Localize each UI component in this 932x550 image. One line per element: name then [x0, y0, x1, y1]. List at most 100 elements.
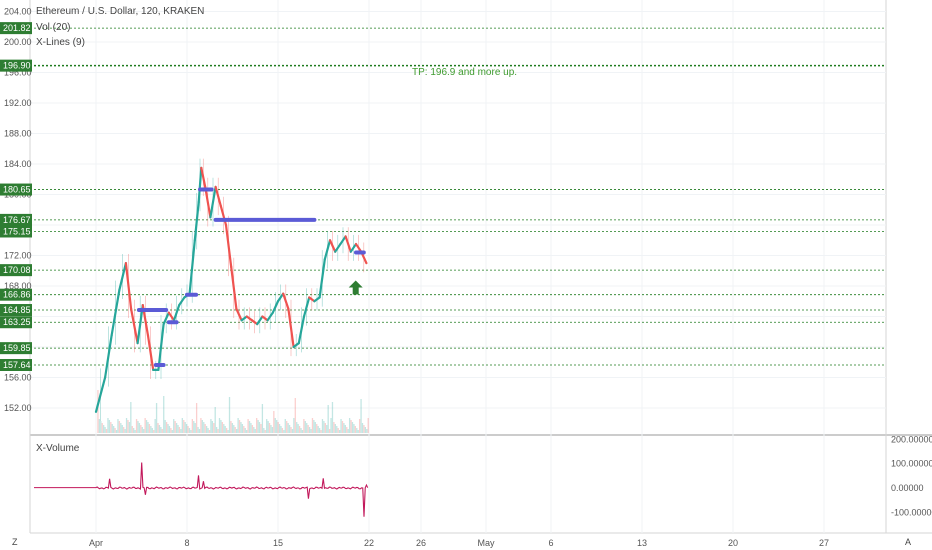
volume-bar	[298, 426, 301, 433]
volume-bar	[111, 424, 113, 433]
volume-bar	[320, 430, 322, 433]
volume-bar	[250, 423, 252, 433]
volume-bar	[205, 426, 208, 433]
time-tick-label: 20	[728, 538, 738, 548]
price-tick-label: 192.00	[4, 98, 32, 108]
volume-bar	[224, 426, 226, 433]
volume-bar	[357, 430, 359, 433]
indicator-xlines-label[interactable]: X-Lines (9)	[36, 37, 85, 48]
volume-bar	[263, 428, 265, 433]
volume-bar	[204, 424, 206, 433]
level-tag-bg	[0, 59, 32, 72]
level-tag-label: 196.90	[3, 61, 31, 71]
volume-bar	[124, 429, 126, 433]
volume-bar	[361, 423, 364, 433]
volume-bar	[143, 429, 145, 433]
volume-bar	[218, 418, 221, 433]
volume-tick-label: -100.00000	[891, 507, 932, 517]
volume-bar	[167, 424, 169, 433]
volume-bar	[145, 420, 148, 433]
volume-bar	[198, 429, 201, 433]
volume-bar	[297, 424, 299, 433]
price-tick-label: 184.00	[4, 159, 32, 169]
volume-bar	[290, 427, 292, 433]
volume-tick-label: 0.00000	[891, 483, 924, 493]
volume-bar	[283, 430, 285, 433]
volume-bar	[268, 423, 271, 433]
xvolume-pane-label[interactable]: X-Volume	[36, 443, 80, 454]
level-tag-label: 163.25	[3, 317, 31, 327]
volume-bar	[220, 420, 222, 433]
level-tag-bg	[0, 213, 32, 226]
volume-pane[interactable]	[30, 436, 886, 533]
price-tick-label: 168.00	[4, 281, 32, 291]
volume-bar	[175, 423, 178, 433]
level-tag-bg	[0, 264, 32, 277]
volume-bar	[306, 423, 308, 433]
log-scale-toggle[interactable]: Z	[12, 537, 18, 547]
volume-bar	[274, 418, 276, 433]
volume-bar	[353, 424, 355, 433]
volume-bar	[258, 422, 261, 433]
level-tag-label: 166.86	[3, 290, 31, 300]
volume-bar	[336, 426, 338, 433]
volume-bar	[226, 428, 228, 433]
indicator-vol-label[interactable]: Vol (20)	[36, 22, 70, 33]
volume-bar	[340, 419, 342, 433]
price-tick-label: 200.00	[4, 37, 32, 47]
xvolume-series	[33, 462, 369, 517]
volume-bar	[327, 405, 329, 433]
volume-bar	[344, 425, 346, 433]
volume-bar	[354, 426, 356, 433]
volume-bar	[343, 423, 345, 433]
tp-annotation[interactable]: TP: 196.9 and more up.	[412, 67, 517, 78]
volume-bar	[333, 422, 335, 433]
volume-bar	[240, 422, 242, 433]
time-tick-label: 6	[548, 538, 553, 548]
volume-bar	[138, 423, 141, 433]
volume-bar	[287, 423, 289, 433]
volume-bar	[141, 427, 143, 433]
volume-bar	[314, 422, 316, 433]
volume-bar	[155, 403, 158, 433]
volume-bar	[180, 429, 182, 433]
level-tag-label: 164.85	[3, 305, 31, 315]
volume-bar	[324, 423, 326, 433]
volume-bar	[214, 407, 216, 433]
auto-scale-toggle[interactable]: A	[905, 537, 912, 547]
volume-bar	[165, 422, 168, 433]
level-tag-bg	[0, 225, 32, 238]
volume-bar	[105, 429, 108, 433]
volume-bar	[364, 427, 367, 433]
volume-bar	[313, 420, 315, 433]
volume-bar	[208, 430, 211, 433]
volume-bar	[231, 423, 234, 433]
volume-bar	[286, 421, 288, 433]
volume-bar	[300, 428, 302, 433]
volume-bar	[217, 429, 219, 433]
time-tick-label: 13	[637, 538, 647, 548]
volume-bar	[341, 421, 344, 433]
volume-bar	[328, 429, 331, 433]
volume-bar	[160, 427, 162, 433]
volume-bar	[123, 427, 125, 433]
time-tick-label: Apr	[89, 538, 103, 548]
volume-bar	[113, 426, 115, 433]
price-tick-label: 172.00	[4, 251, 32, 261]
chart-title[interactable]: Ethereum / U.S. Dollar, 120, KRAKEN	[36, 6, 204, 17]
volume-bar	[120, 423, 122, 433]
volume-bars	[97, 390, 369, 433]
volume-bar	[260, 424, 262, 433]
volume-bar	[114, 428, 116, 433]
time-tick-label: 27	[819, 538, 829, 548]
volume-bar	[188, 428, 191, 433]
volume-bar	[215, 427, 218, 433]
volume-bar	[280, 426, 282, 433]
buy-arrow-icon	[348, 280, 363, 295]
volume-bar	[207, 428, 209, 433]
volume-bar	[135, 419, 138, 433]
volume-bar	[321, 419, 324, 433]
level-tag-label: 176.67	[3, 215, 31, 225]
